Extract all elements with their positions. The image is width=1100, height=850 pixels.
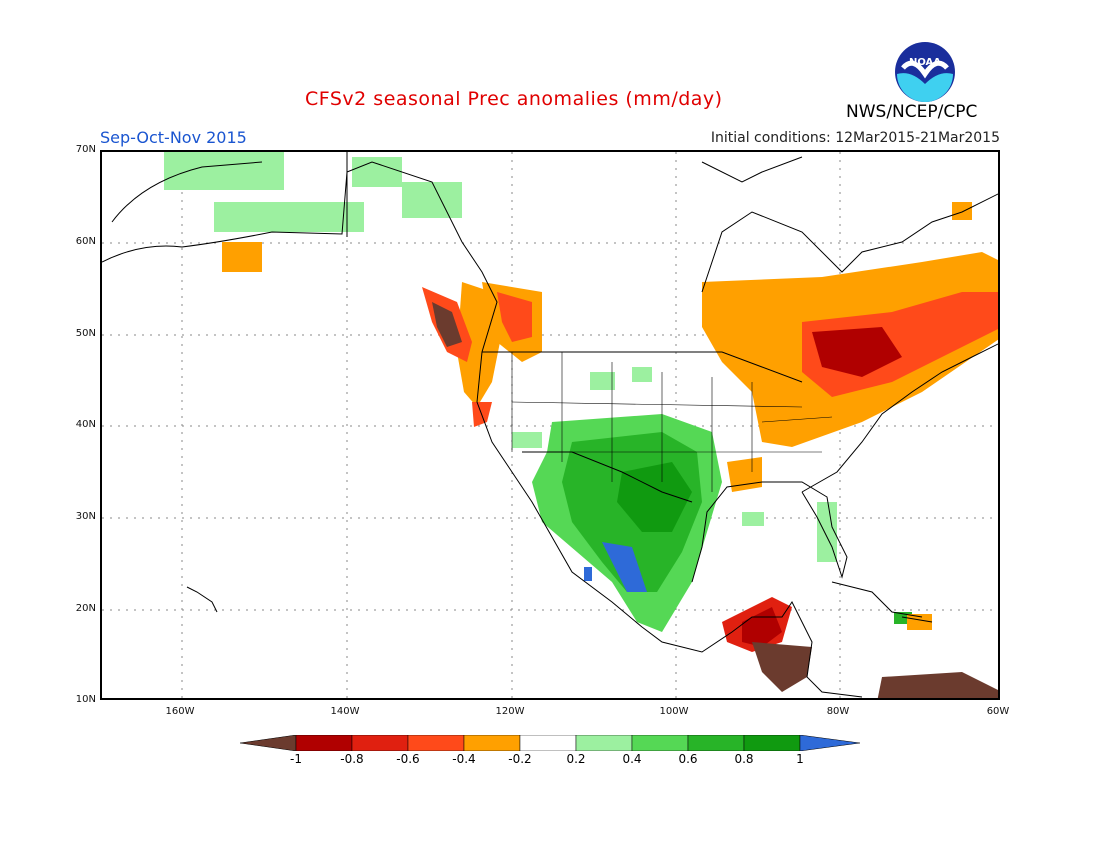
colorbar-label-neg06: -0.6	[396, 752, 420, 766]
lat-label-60n: 60N	[75, 236, 96, 247]
colorbar-label-02: 0.2	[566, 752, 586, 766]
state-borders	[511, 352, 833, 492]
pacific-northwest-dry-anomaly	[222, 242, 542, 427]
colorbar-label-1: 1	[796, 752, 804, 766]
great-lakes-dry-anomaly	[702, 202, 998, 492]
map-title: CFSv2 seasonal Prec anomalies (mm/day)	[305, 88, 723, 110]
colorbar-swatch-neutral	[519, 734, 577, 752]
colorbar-label-neg04: -0.4	[452, 752, 476, 766]
colorbar-swatch-neg06-neg04	[407, 734, 465, 752]
color-bar-graphic	[239, 734, 861, 752]
lat-label-70n: 70N	[75, 144, 96, 155]
map-canvas	[102, 152, 998, 698]
lat-label-20n: 20N	[75, 603, 96, 614]
colorbar-swatch-gt1	[799, 734, 861, 752]
lat-label-30n: 30N	[75, 511, 96, 522]
noaa-logo: NOAA	[893, 40, 957, 104]
lon-label-160w: 160W	[165, 706, 195, 717]
colorbar-swatch-neg04-neg02	[463, 734, 521, 752]
colorbar-swatch-lt-neg1	[239, 734, 297, 752]
colorbar-label-neg02: -0.2	[508, 752, 532, 766]
colorbar-swatch-08-1	[743, 734, 801, 752]
central-america-dry-anomaly	[722, 597, 998, 698]
colorbar-swatch-neg1-neg08	[295, 734, 353, 752]
lat-label-40n: 40N	[75, 419, 96, 430]
colorbar-label-neg08: -0.8	[340, 752, 364, 766]
initial-conditions-label: Initial conditions: 12Mar2015-21Mar2015	[710, 130, 1000, 146]
colorbar-swatch-neg08-neg06	[351, 734, 409, 752]
color-bar	[239, 734, 861, 755]
alaska-wet-anomaly	[164, 152, 462, 232]
lon-label-100w: 100W	[659, 706, 689, 717]
agency-label: NWS/NCEP/CPC	[846, 102, 978, 122]
anomaly-map	[100, 150, 1000, 700]
colorbar-label-06: 0.6	[678, 752, 698, 766]
lon-label-140w: 140W	[330, 706, 360, 717]
lat-label-50n: 50N	[75, 328, 96, 339]
season-label: Sep-Oct-Nov 2015	[100, 128, 247, 147]
colorbar-swatch-04-06	[631, 734, 689, 752]
colorbar-swatch-02-04	[575, 734, 633, 752]
svg-text:NOAA: NOAA	[909, 57, 941, 68]
lon-label-120w: 120W	[495, 706, 525, 717]
lon-label-80w: 80W	[826, 706, 850, 717]
lat-label-10n: 10N	[75, 694, 96, 705]
coastlines	[102, 152, 998, 698]
colorbar-swatch-06-08	[687, 734, 745, 752]
colorbar-label-04: 0.4	[622, 752, 642, 766]
graticule	[102, 152, 998, 698]
colorbar-label-08: 0.8	[734, 752, 754, 766]
lon-label-60w: 60W	[986, 706, 1010, 717]
colorbar-label-neg1: -1	[290, 752, 302, 766]
